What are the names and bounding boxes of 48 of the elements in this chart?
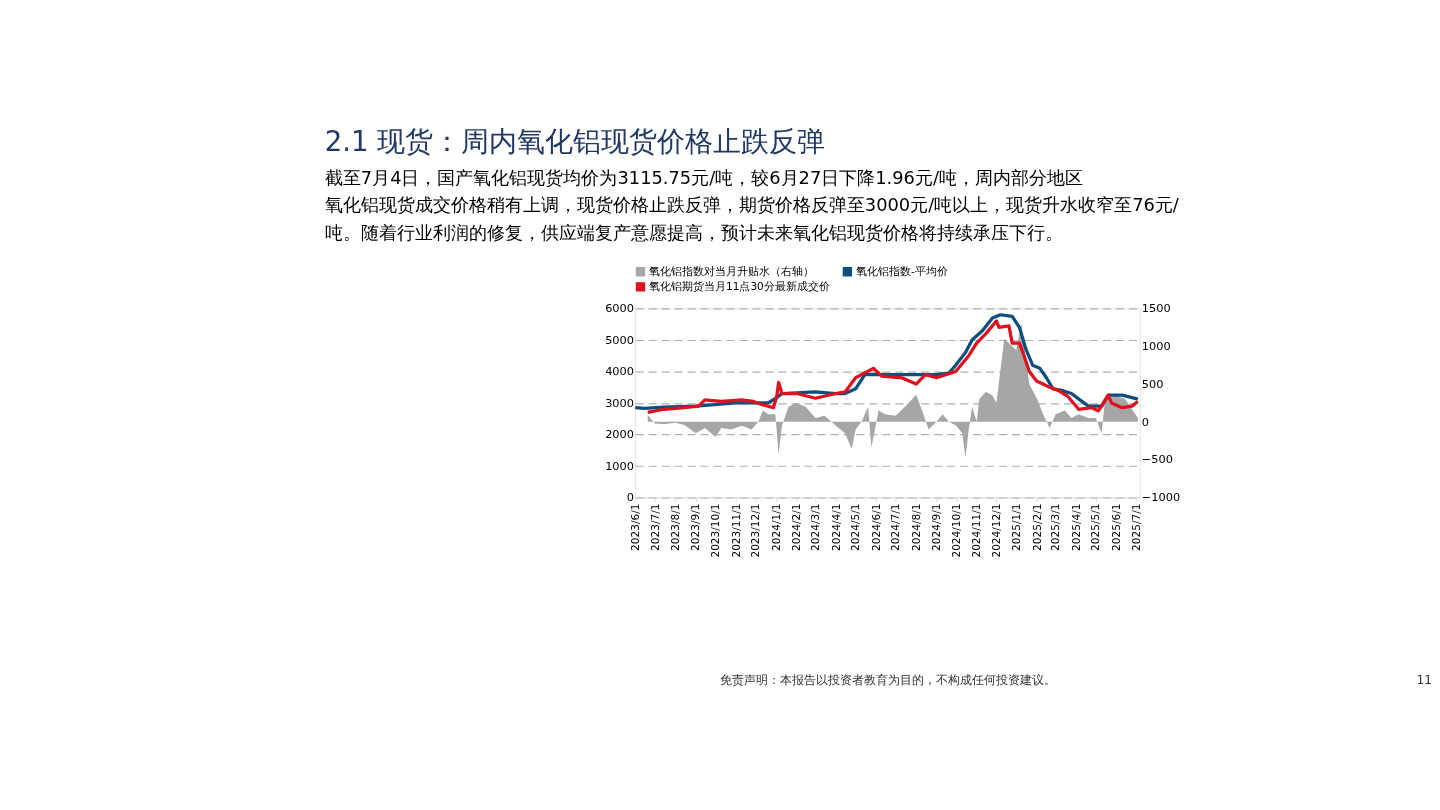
x-tick-label: 2024/4/1	[829, 503, 842, 551]
x-tick-label: 2023/9/1	[689, 503, 702, 551]
x-tick-label: 2025/2/1	[1030, 503, 1043, 551]
chart-title: 2.1 现货：周内氧化铝现货价格止跌反弹	[324, 125, 826, 159]
legend-label: 氧化铝指数对当月升贴水（右轴）	[649, 264, 815, 277]
x-tick-label: 2024/3/1	[809, 503, 822, 551]
y2-tick-label: 1500	[1141, 301, 1171, 316]
x-tick-label: 2024/9/1	[930, 503, 943, 551]
y2-tick-label: −500	[1141, 452, 1174, 467]
x-tick-label: 2023/11/1	[729, 503, 742, 558]
x-tick-label: 2025/6/1	[1109, 503, 1122, 551]
y2-tick-label: 0	[1141, 414, 1150, 429]
y2-tick-label: 1000	[1141, 338, 1171, 353]
x-tick-label: 2024/7/1	[889, 503, 902, 551]
y2-tick-label: −1000	[1141, 490, 1181, 505]
y2-tick-label: 500	[1141, 376, 1164, 391]
x-tick-label: 2023/8/1	[669, 503, 682, 551]
text: 免责声明：本报告以投资者教育为目的，不构成任何投资建议。	[719, 673, 1056, 688]
x-tick-label: 2025/7/1	[1129, 503, 1142, 551]
x-tick-label: 2024/1/1	[769, 503, 782, 551]
x-tick-label: 2024/10/1	[949, 503, 962, 558]
y-tick-label: 3000	[605, 395, 635, 410]
text: 吨。随着行业利润的修复，供应端复产意愿提高，预计未来氧化铝现货价格将持续承压下行。	[324, 221, 1063, 243]
x-tick-label: 2025/1/1	[1010, 503, 1023, 551]
text: 氧化铝现货成交价格稍有上调，现货价格止跌反弹，期货价格反弹至3000元/吨以上，现货升水收窄至76元/	[324, 194, 1179, 216]
y-tick-label: 1000	[605, 458, 635, 473]
y-tick-label: 4000	[605, 364, 635, 379]
y-tick-label: 0	[626, 490, 635, 505]
x-tick-label: 2023/10/1	[709, 503, 722, 558]
text: 截至7月4日，国产氧化铝现货均价为3115.75元/吨，较6月27日下降1.96元/吨，周内部分地区	[324, 166, 1083, 188]
y-tick-label: 5000	[605, 332, 635, 347]
x-tick-label: 2023/6/1	[628, 503, 641, 551]
x-tick-label: 2024/12/1	[990, 503, 1003, 558]
text: 11	[1416, 673, 1432, 688]
y-tick-label: 6000	[605, 301, 635, 316]
x-tick-label: 2023/12/1	[749, 503, 762, 558]
x-tick-label: 2024/5/1	[849, 503, 862, 551]
x-tick-label: 2025/3/1	[1049, 503, 1062, 551]
x-tick-label: 2023/7/1	[648, 503, 661, 551]
x-tick-label: 2025/4/1	[1069, 503, 1082, 551]
y-tick-label: 2000	[605, 427, 635, 442]
legend-label: 氧化铝期货当月11点30分最新成交价	[649, 280, 830, 293]
x-tick-label: 2024/2/1	[790, 503, 803, 551]
legend-label: 氧化铝指数-平均价	[855, 264, 948, 277]
x-tick-label: 2024/6/1	[869, 503, 882, 551]
x-tick-label: 2024/8/1	[909, 503, 922, 551]
x-tick-label: 2025/5/1	[1089, 503, 1102, 551]
x-tick-label: 2024/11/1	[970, 503, 983, 558]
